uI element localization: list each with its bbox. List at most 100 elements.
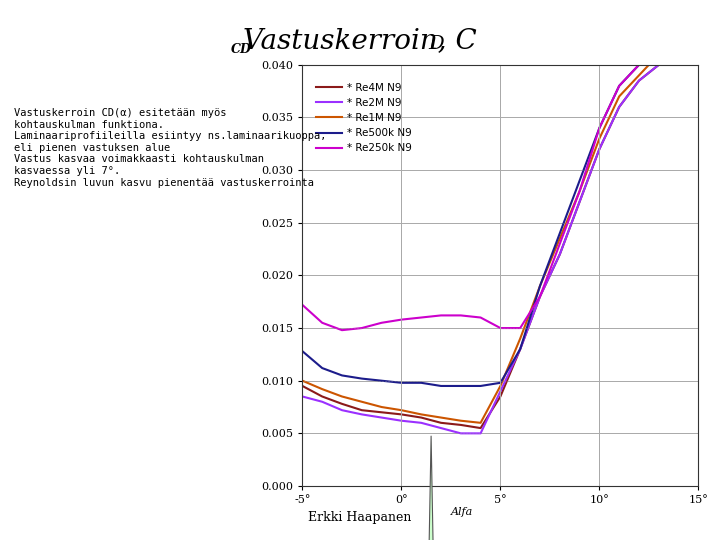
* Re2M N9 [456,430,465,436]
* Re1M N9 [338,393,346,400]
* Re4M N9 [318,393,327,400]
* Re500k N9 [595,125,603,131]
* Re2M N9 [536,293,544,300]
Line: * Re4M N9: * Re4M N9 [302,44,698,428]
* Re1M N9 [556,235,564,242]
* Re4M N9 [556,251,564,258]
* Re250k N9 [516,325,525,331]
* Re2M N9 [615,104,624,110]
* Re500k N9 [556,230,564,237]
* Re1M N9 [694,30,703,37]
Line: * Re1M N9: * Re1M N9 [302,33,698,423]
* Re500k N9 [338,372,346,379]
* Re4M N9 [536,293,544,300]
* Re500k N9 [654,51,663,57]
* Re250k N9 [556,241,564,247]
* Re1M N9 [674,40,683,47]
* Re1M N9 [635,72,644,78]
* Re250k N9 [536,293,544,300]
* Re1M N9 [615,93,624,100]
* Re1M N9 [377,404,386,410]
* Re4M N9 [654,62,663,68]
* Re2M N9 [516,346,525,353]
* Re500k N9 [516,346,525,353]
* Re250k N9 [318,320,327,326]
* Re500k N9 [417,380,426,386]
* Re250k N9 [397,316,406,323]
Legend: * Re4M N9, * Re2M N9, * Re1M N9, * Re500k N9, * Re250k N9: * Re4M N9, * Re2M N9, * Re1M N9, * Re500… [312,78,416,158]
Line: * Re250k N9: * Re250k N9 [302,33,698,330]
Text: Alfa: Alfa [451,508,473,517]
* Re500k N9 [298,348,307,354]
* Re4M N9 [615,104,624,110]
* Re2M N9 [674,51,683,57]
* Re1M N9 [436,414,445,421]
* Re2M N9 [694,40,703,47]
* Re250k N9 [496,325,505,331]
* Re4M N9 [635,77,644,84]
Text: CD: CD [231,43,252,56]
* Re500k N9 [397,380,406,386]
* Re1M N9 [595,135,603,141]
* Re4M N9 [338,401,346,407]
* Re1M N9 [357,399,366,405]
* Re500k N9 [635,62,644,68]
* Re2M N9 [338,407,346,414]
* Re2M N9 [575,198,584,205]
Line: * Re500k N9: * Re500k N9 [302,33,698,386]
* Re250k N9 [674,40,683,47]
* Re2M N9 [496,388,505,394]
* Re250k N9 [298,302,307,308]
* Re250k N9 [436,312,445,319]
* Re2M N9 [595,146,603,152]
* Re500k N9 [456,383,465,389]
Text: Erkki Haapanen: Erkki Haapanen [308,511,412,524]
* Re500k N9 [377,377,386,384]
* Re2M N9 [556,251,564,258]
* Re4M N9 [575,198,584,205]
* Re500k N9 [318,365,327,372]
* Re2M N9 [477,430,485,436]
* Re2M N9 [654,62,663,68]
* Re1M N9 [516,335,525,342]
* Re4M N9 [377,409,386,416]
Text: Laminaarikuoppa: Laminaarikuoppa [382,436,481,540]
* Re4M N9 [298,383,307,389]
* Re4M N9 [516,346,525,353]
* Re500k N9 [496,380,505,386]
* Re1M N9 [536,283,544,289]
Line: * Re2M N9: * Re2M N9 [302,44,698,433]
* Re2M N9 [635,77,644,84]
* Re2M N9 [357,411,366,417]
* Re500k N9 [477,383,485,389]
* Re1M N9 [496,383,505,389]
* Re250k N9 [477,314,485,321]
* Re250k N9 [575,188,584,194]
* Re4M N9 [397,411,406,417]
* Re1M N9 [456,417,465,424]
Text: Vastuskerroin, C: Vastuskerroin, C [243,27,477,54]
* Re2M N9 [397,417,406,424]
* Re500k N9 [357,375,366,382]
* Re1M N9 [477,420,485,426]
* Re250k N9 [615,83,624,89]
* Re250k N9 [417,314,426,321]
* Re250k N9 [377,320,386,326]
* Re4M N9 [357,407,366,414]
* Re250k N9 [357,325,366,331]
* Re4M N9 [496,393,505,400]
* Re500k N9 [536,283,544,289]
* Re4M N9 [436,420,445,426]
* Re2M N9 [318,399,327,405]
* Re2M N9 [377,414,386,421]
* Re2M N9 [436,425,445,431]
* Re2M N9 [417,420,426,426]
* Re4M N9 [694,40,703,47]
* Re250k N9 [595,125,603,131]
* Re250k N9 [654,51,663,57]
* Re250k N9 [456,312,465,319]
* Re500k N9 [674,40,683,47]
* Re4M N9 [595,146,603,152]
* Re2M N9 [298,393,307,400]
* Re1M N9 [397,407,406,414]
